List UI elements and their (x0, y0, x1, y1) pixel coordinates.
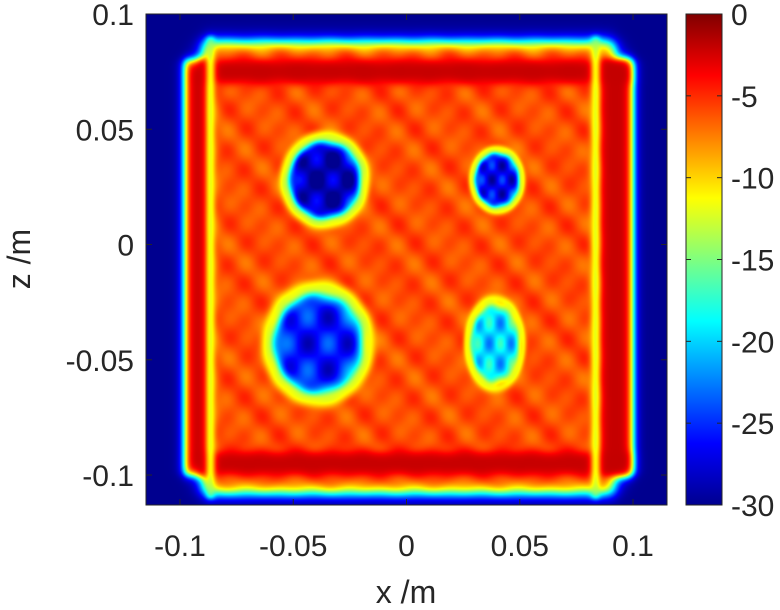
y-axis: 0.1 0.05 0 -0.05 -0.1 (66, 0, 667, 493)
y-tick-label: -0.05 (66, 345, 134, 378)
colorbar-tick-label: -20 (731, 326, 774, 359)
x-axis: -0.1 -0.05 0 0.05 0.1 (154, 14, 654, 563)
x-tick-label: 0 (398, 530, 415, 563)
y-tick-label: 0.05 (76, 114, 134, 147)
y-tick-label: 0 (117, 230, 134, 263)
colorbar-ticks: 0 -5 -10 -15 -20 -25 -30 (686, 0, 774, 523)
colorbar-tick-label: -5 (731, 81, 758, 114)
colorbar-tick-label: -15 (731, 245, 774, 278)
x-axis-title: x /m (376, 574, 436, 610)
colorbar-tick-label: 0 (731, 0, 748, 32)
y-axis-title: z /m (1, 229, 37, 289)
colorbar: 0 -5 -10 -15 -20 -25 -30 (685, 0, 774, 523)
heatmap-image (146, 14, 667, 505)
colorbar-tick-label: -10 (731, 163, 774, 196)
y-tick-label: 0.1 (92, 0, 134, 32)
colorbar-tick-label: -25 (731, 408, 774, 441)
x-tick-label: -0.05 (259, 530, 327, 563)
y-tick-label: -0.1 (82, 460, 134, 493)
colorbar-tick-label: -30 (731, 490, 774, 523)
heatmap-plot (145, 13, 668, 506)
x-tick-label: 0.05 (491, 530, 549, 563)
x-tick-label: 0.1 (612, 530, 654, 563)
x-tick-label: -0.1 (154, 530, 206, 563)
colorbar-gradient (685, 13, 723, 506)
